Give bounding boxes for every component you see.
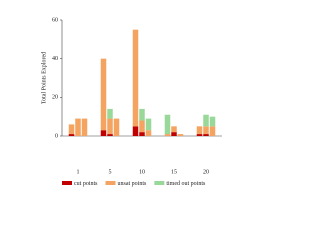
bar-segment xyxy=(113,118,120,136)
bar-segment xyxy=(203,126,209,135)
legend-swatch xyxy=(62,181,72,185)
bar-segment xyxy=(203,134,209,136)
y-axis-label: Total Points Explored xyxy=(41,52,47,104)
bar-segment xyxy=(132,29,139,127)
bar-segment xyxy=(139,132,145,136)
x-tick-label: 10 xyxy=(139,169,145,175)
bar-segment xyxy=(75,118,81,136)
bar-segment xyxy=(139,108,145,121)
bar-segment xyxy=(100,130,107,136)
x-tick-label: 20 xyxy=(203,169,209,175)
bar-segment xyxy=(68,134,75,136)
bar-segment xyxy=(209,116,216,127)
legend-label: timed out points xyxy=(166,181,206,187)
bar-segment xyxy=(171,126,177,133)
y-tick-label: 20 xyxy=(52,95,58,101)
bar-segment xyxy=(107,108,113,119)
bar-segment xyxy=(132,126,139,136)
legend-swatch xyxy=(154,181,165,185)
bar-segment xyxy=(196,126,203,135)
legend-swatch xyxy=(105,181,116,185)
bar-segment xyxy=(81,118,88,136)
bar-segment xyxy=(107,118,113,135)
bar-segment xyxy=(145,130,152,136)
bar-segment xyxy=(100,58,107,131)
bar-segment xyxy=(196,134,203,136)
bar-segment xyxy=(177,134,184,136)
bar-segment xyxy=(203,114,209,127)
x-tick-label: 15 xyxy=(171,169,177,175)
bar-segment xyxy=(209,126,216,136)
bar-segment xyxy=(107,134,113,136)
legend-label: unsat points xyxy=(118,181,147,187)
y-tick-label: 60 xyxy=(52,17,58,23)
bar-segment xyxy=(164,134,171,136)
bar-segment xyxy=(68,124,75,135)
bar-segment xyxy=(145,118,152,131)
bar-segment xyxy=(164,114,171,135)
x-tick-label: 1 xyxy=(77,169,80,175)
bar-segment xyxy=(139,120,145,133)
bar-segment xyxy=(171,132,177,136)
x-tick-label: 5 xyxy=(109,169,112,175)
y-tick-label: 40 xyxy=(52,56,58,62)
y-tick-label: 0 xyxy=(55,133,58,139)
legend-label: cut points xyxy=(74,181,98,187)
